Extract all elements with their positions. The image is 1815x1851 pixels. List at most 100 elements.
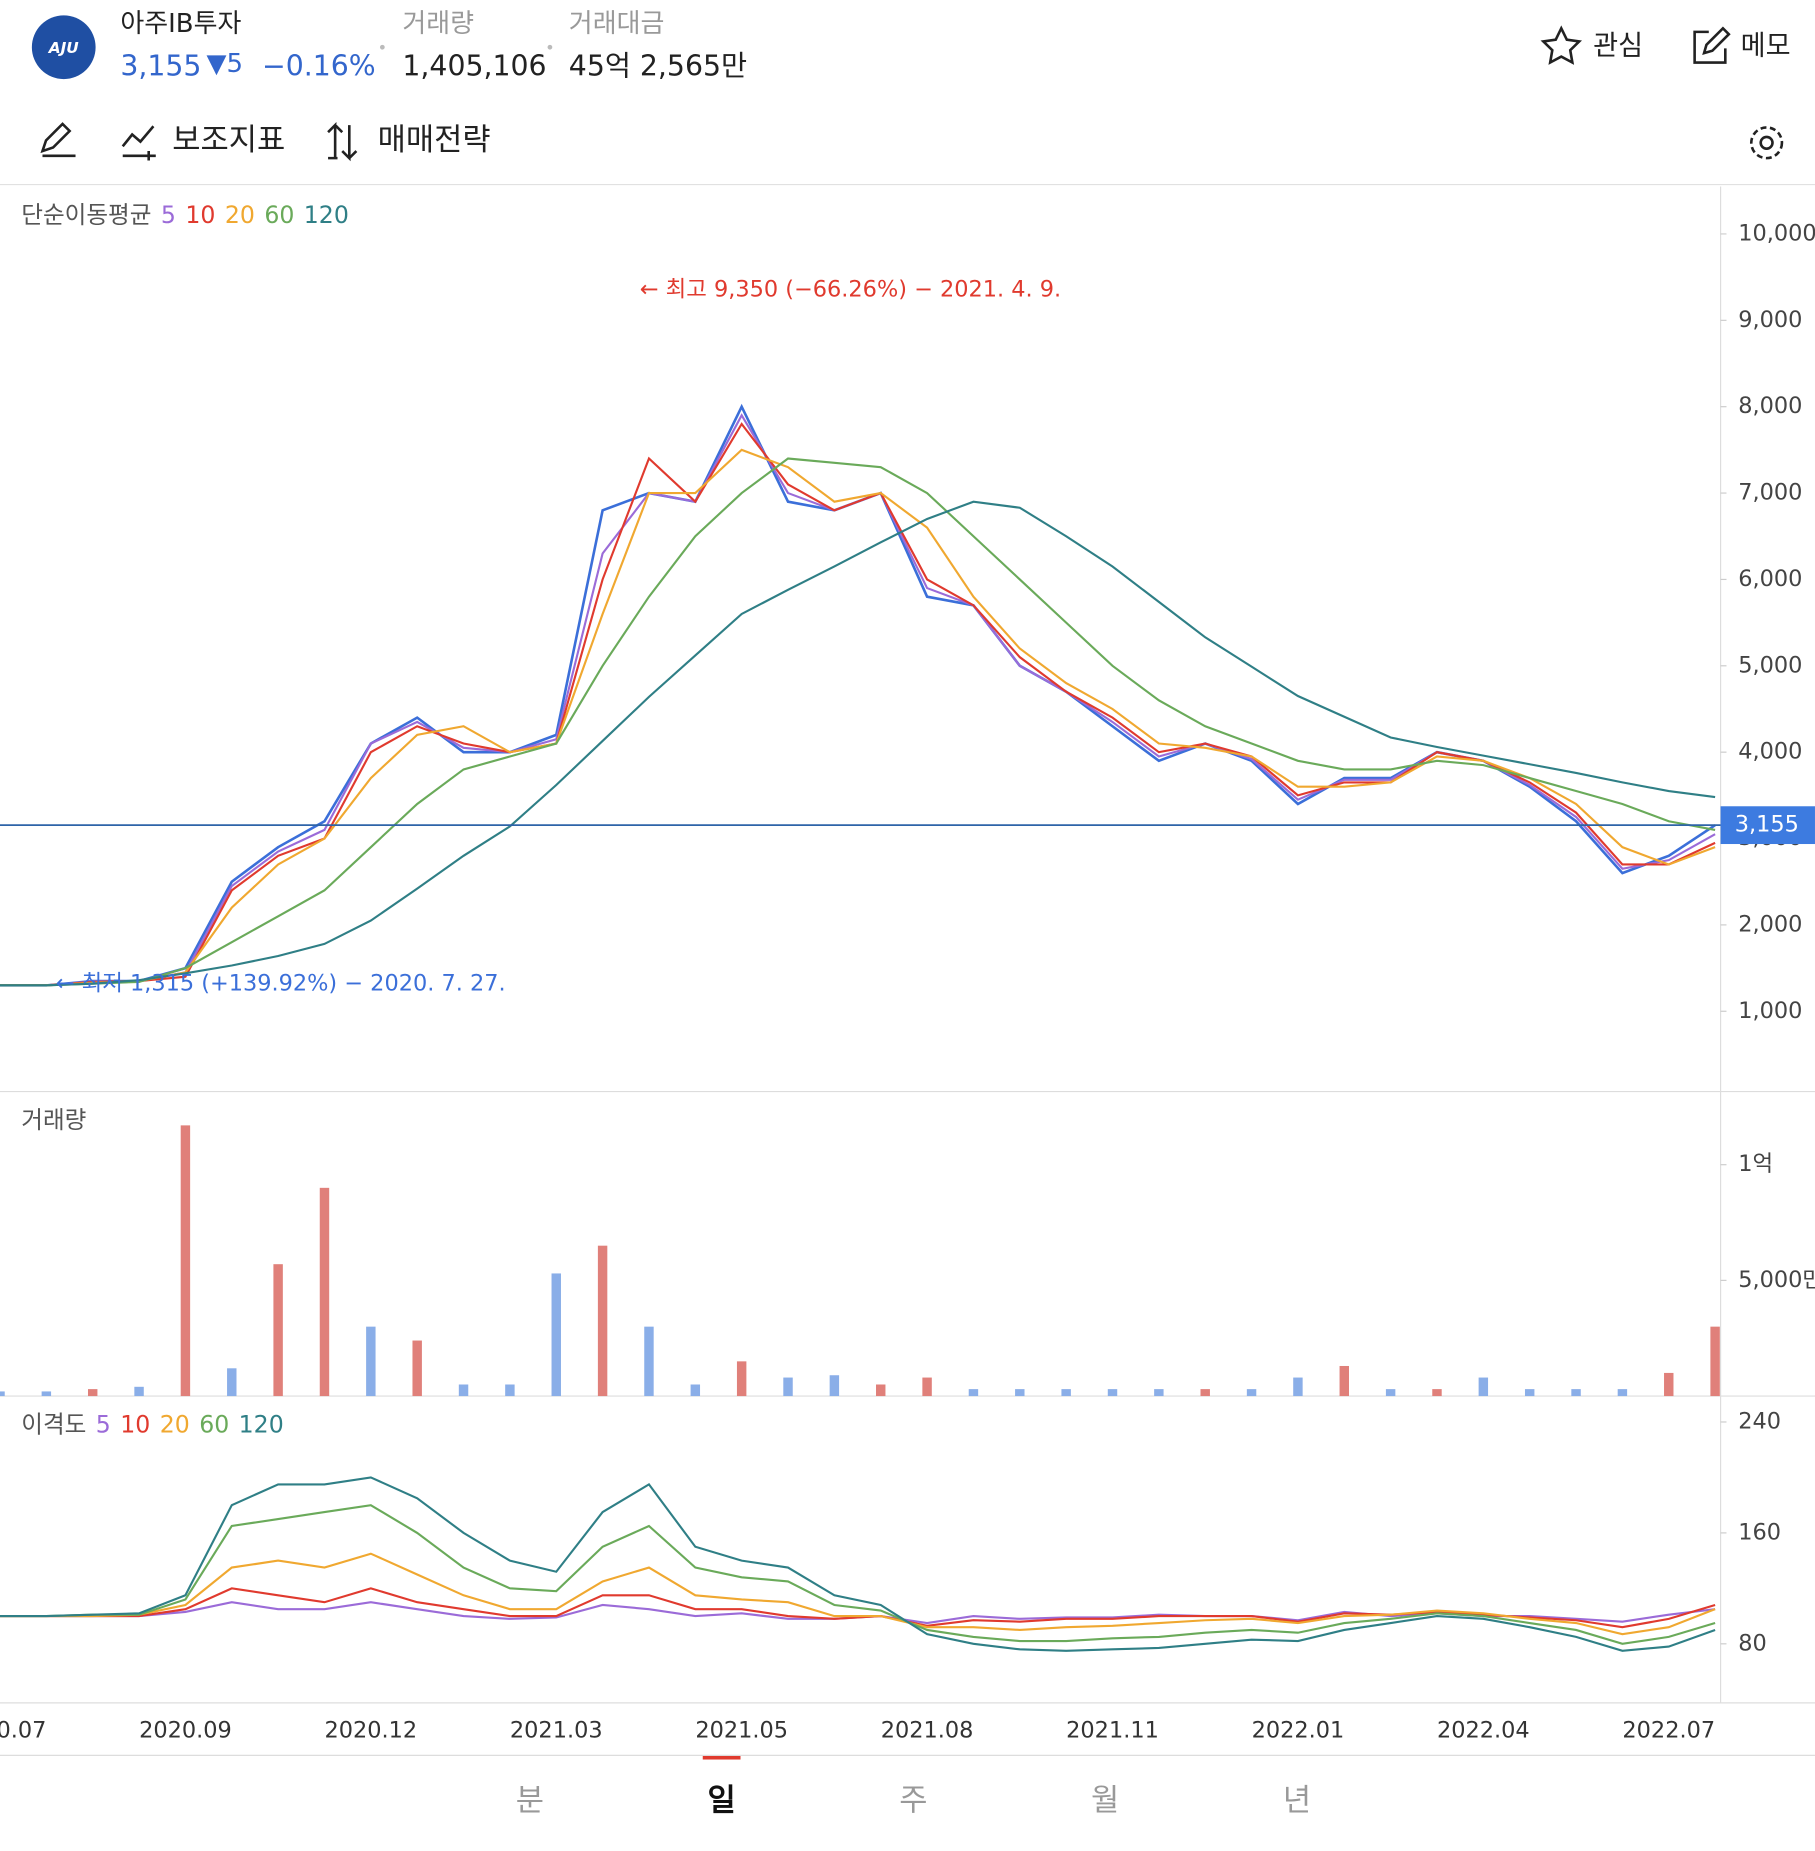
x-tick-label: 2022.01 <box>1252 1718 1345 1744</box>
amount: 45억 2,565만 <box>568 49 748 83</box>
stock-name: 아주IB투자 <box>120 9 242 39</box>
volume-bar <box>366 1326 376 1397</box>
volume-bar <box>876 1384 886 1397</box>
legend: 단순이동평균 5 10 20 60 120 <box>21 200 349 228</box>
y-tick-label: 10,000 <box>1738 220 1815 246</box>
legend-item: 60 <box>199 1410 229 1438</box>
period-tab[interactable]: 주 <box>899 1784 927 1819</box>
y-tick-label: 5,000 <box>1738 652 1802 678</box>
ma-line <box>0 422 1716 987</box>
legend-item: 5 <box>161 200 176 228</box>
volume-bar <box>134 1386 144 1397</box>
y-tick-label: 4,000 <box>1738 739 1802 765</box>
annotation: ← 최저 1,315 (+139.92%) − 2020. 7. 27. <box>56 971 506 997</box>
period-tab[interactable]: 분 <box>516 1784 544 1819</box>
ma-line <box>0 1476 1716 1652</box>
gear-icon[interactable] <box>1749 126 1784 160</box>
x-tick-label: 2021.11 <box>1066 1718 1159 1744</box>
legend-title: 거래량 <box>21 1106 86 1134</box>
x-tick-label: 2021.05 <box>695 1718 788 1744</box>
legend-title: 단순이동평균 <box>21 200 151 228</box>
volume-bar <box>0 1391 5 1397</box>
separator <box>379 44 385 50</box>
volume-bar <box>597 1245 608 1397</box>
y-tick-label: 240 <box>1738 1408 1781 1434</box>
volume-bar <box>87 1389 98 1397</box>
ma-line <box>0 1587 1716 1629</box>
y-tick-label: 5,000만 <box>1738 1267 1815 1293</box>
period-tab[interactable]: 일 <box>708 1784 736 1819</box>
star-icon[interactable] <box>1540 25 1583 65</box>
volume-bar <box>1478 1377 1489 1397</box>
y-tick-label: 1,000 <box>1738 998 1802 1024</box>
logo-text: AJU <box>48 39 80 57</box>
memo-button[interactable]: 메모 <box>1740 30 1791 62</box>
legend-item: 10 <box>120 1410 150 1438</box>
tab-indicator <box>702 1755 741 1760</box>
watch-button[interactable]: 관심 <box>1593 30 1644 62</box>
volume-bar <box>1524 1389 1535 1397</box>
volume-bar <box>1015 1389 1025 1397</box>
legend-item: 20 <box>160 1410 190 1438</box>
period-tab[interactable]: 년 <box>1283 1784 1311 1819</box>
y-tick-label: 160 <box>1738 1519 1781 1545</box>
volume-bar <box>1246 1389 1257 1397</box>
strategy-icon[interactable] <box>327 121 358 162</box>
volume-bar <box>1710 1326 1720 1397</box>
volume-bar <box>1385 1389 1396 1397</box>
x-tick-label: 2021.08 <box>881 1718 974 1744</box>
legend-item: 120 <box>304 200 349 228</box>
legend-item: 60 <box>264 200 294 228</box>
y-tick-label: 6,000 <box>1738 566 1802 592</box>
draw-icon[interactable] <box>40 122 76 158</box>
legend-title: 이격도 <box>21 1410 86 1438</box>
memo-icon[interactable] <box>1693 26 1731 64</box>
volume-bar <box>1293 1377 1303 1397</box>
separator <box>547 44 553 50</box>
volume-bar <box>736 1361 747 1397</box>
y-tick-label: 7,000 <box>1738 480 1802 506</box>
change-rate: −0.16% <box>261 49 376 83</box>
gear-icon[interactable] <box>1759 135 1774 150</box>
ma-line <box>0 448 1716 987</box>
chart: 1,0002,0003,0004,0005,0006,0007,0008,000… <box>0 186 1815 1756</box>
header-icons: AJU <box>0 15 1815 186</box>
volume-bar <box>1664 1372 1674 1397</box>
volume-bar <box>505 1384 515 1397</box>
volume-bar <box>1200 1389 1210 1397</box>
y-tick-label: 80 <box>1738 1630 1767 1656</box>
legend: 거래량 <box>21 1106 86 1134</box>
y-tick-label: 9,000 <box>1738 307 1802 333</box>
y-tick-label: 8,000 <box>1738 393 1802 419</box>
strategy-button[interactable]: 매매전략 <box>377 122 491 159</box>
volume-bar <box>227 1368 237 1397</box>
legend-item: 10 <box>185 200 215 228</box>
legend-item: 5 <box>96 1410 111 1438</box>
volume: 1,405,106 <box>402 49 547 83</box>
volume-bar <box>783 1377 793 1397</box>
period-tab[interactable]: 월 <box>1091 1784 1119 1819</box>
volume-bar <box>41 1391 52 1397</box>
volume-bar <box>968 1389 979 1397</box>
annotation: ← 최고 9,350 (−66.26%) − 2021. 4. 9. <box>640 277 1061 303</box>
volume-bar <box>273 1264 283 1397</box>
indicators-button[interactable]: 보조지표 <box>172 122 286 159</box>
current-price-label: 3,155 <box>1735 812 1799 838</box>
y-tick-label: 2,000 <box>1738 911 1802 937</box>
y-tick-label: 1억 <box>1738 1151 1773 1177</box>
volume-bar <box>319 1187 330 1397</box>
volume-bar <box>1061 1389 1071 1397</box>
x-tick-label: 2020.12 <box>325 1718 418 1744</box>
ma-line <box>0 1552 1716 1636</box>
volume-label: 거래량 <box>402 9 475 39</box>
volume-bar <box>690 1384 701 1397</box>
legend: 이격도 5 10 20 60 120 <box>21 1410 283 1438</box>
volume-bar <box>922 1377 932 1397</box>
indicator-icon[interactable] <box>121 125 156 161</box>
price: 3,155 <box>120 49 202 83</box>
ma-line <box>0 1504 1716 1645</box>
x-tick-label: 2022.07 <box>1622 1718 1715 1744</box>
volume-bar <box>1107 1389 1118 1397</box>
